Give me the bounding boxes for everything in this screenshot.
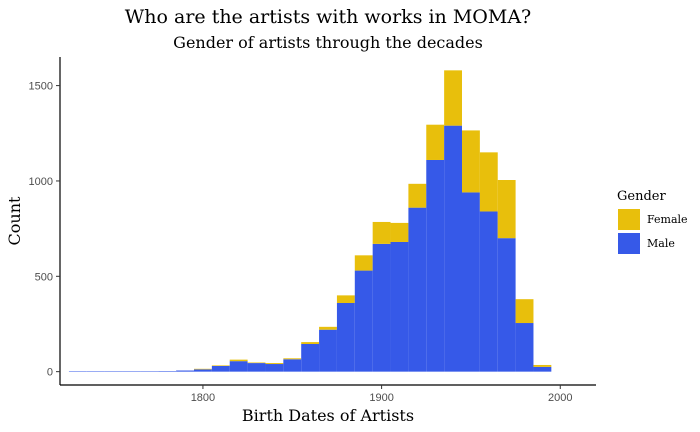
legend-label-male: Male — [647, 237, 675, 250]
y-tick-label-0: 0 — [47, 367, 53, 379]
x-axis-label: Birth Dates of Artists — [242, 406, 414, 425]
bar-male-1900 — [372, 243, 391, 372]
bar-female-1860 — [301, 342, 320, 344]
bar-male-1970 — [497, 238, 516, 372]
bar-male-1930 — [426, 159, 445, 372]
x-tick-label-1900: 1900 — [369, 392, 393, 404]
bar-male-1810 — [211, 365, 230, 372]
bar-female-1810 — [211, 365, 230, 366]
bar-male-1960 — [479, 211, 498, 372]
bar-male-1850 — [283, 359, 302, 372]
bar-male-1800 — [194, 369, 212, 372]
bar-male-1870 — [319, 329, 337, 372]
y-tick-label-500: 500 — [35, 271, 53, 283]
legend-label-female: Female — [647, 213, 688, 226]
bar-male-1940 — [444, 125, 462, 372]
bar-female-1940 — [444, 70, 462, 126]
bar-female-1960 — [479, 152, 498, 212]
legend: Gender Female Male — [617, 189, 688, 254]
y-tick-label-1500: 1500 — [29, 81, 53, 93]
bar-male-1820 — [229, 361, 248, 372]
bar-female-1990 — [533, 364, 552, 367]
bar-male-1780 — [158, 371, 177, 372]
bar-female-1880 — [336, 295, 355, 303]
x-tick-label-2000: 2000 — [548, 392, 572, 404]
bar-male-1950 — [462, 192, 480, 372]
y-axis-label: Count — [5, 196, 24, 245]
bar-female-1980 — [515, 299, 534, 324]
bar-male-1750 — [104, 371, 123, 372]
legend-swatch-male — [618, 233, 640, 254]
bar-female-1840 — [265, 363, 284, 365]
bar-male-1740 — [86, 371, 105, 372]
bar-male-1830 — [247, 363, 266, 372]
bars-layer — [68, 70, 552, 372]
bar-female-1900 — [372, 221, 391, 244]
bar-male-1920 — [408, 207, 427, 372]
bar-male-1980 — [515, 323, 534, 372]
bar-male-1990 — [533, 366, 552, 372]
x-tick-label-1800: 1800 — [191, 392, 215, 404]
legend-title: Gender — [617, 189, 666, 204]
bar-male-1790 — [176, 370, 194, 372]
bar-male-1730 — [68, 371, 87, 372]
bar-male-1770 — [140, 371, 159, 372]
bar-female-1910 — [390, 222, 409, 242]
axes-layer: 0 500 1000 1500 1800 1900 2000 — [29, 57, 596, 404]
bar-female-1830 — [247, 362, 266, 364]
chart-title: Who are the artists with works in MOMA? — [125, 6, 531, 28]
bar-female-1890 — [354, 255, 373, 271]
bar-male-1860 — [301, 344, 320, 372]
legend-swatch-female — [618, 209, 640, 230]
bar-male-1760 — [122, 371, 141, 372]
bar-female-1920 — [408, 183, 427, 208]
bar-male-1880 — [336, 303, 355, 372]
bar-male-1840 — [265, 364, 284, 372]
bar-female-1850 — [283, 358, 302, 360]
bar-female-1930 — [426, 124, 445, 160]
bar-male-1910 — [390, 241, 409, 372]
bar-female-1820 — [229, 359, 248, 362]
bar-female-1800 — [194, 368, 212, 370]
chart-subtitle: Gender of artists through the decades — [173, 33, 483, 52]
y-tick-label-1000: 1000 — [29, 176, 53, 188]
bar-female-1970 — [497, 180, 516, 239]
bar-male-1890 — [354, 270, 373, 372]
bar-female-1870 — [319, 326, 337, 330]
bar-female-1950 — [462, 130, 480, 193]
